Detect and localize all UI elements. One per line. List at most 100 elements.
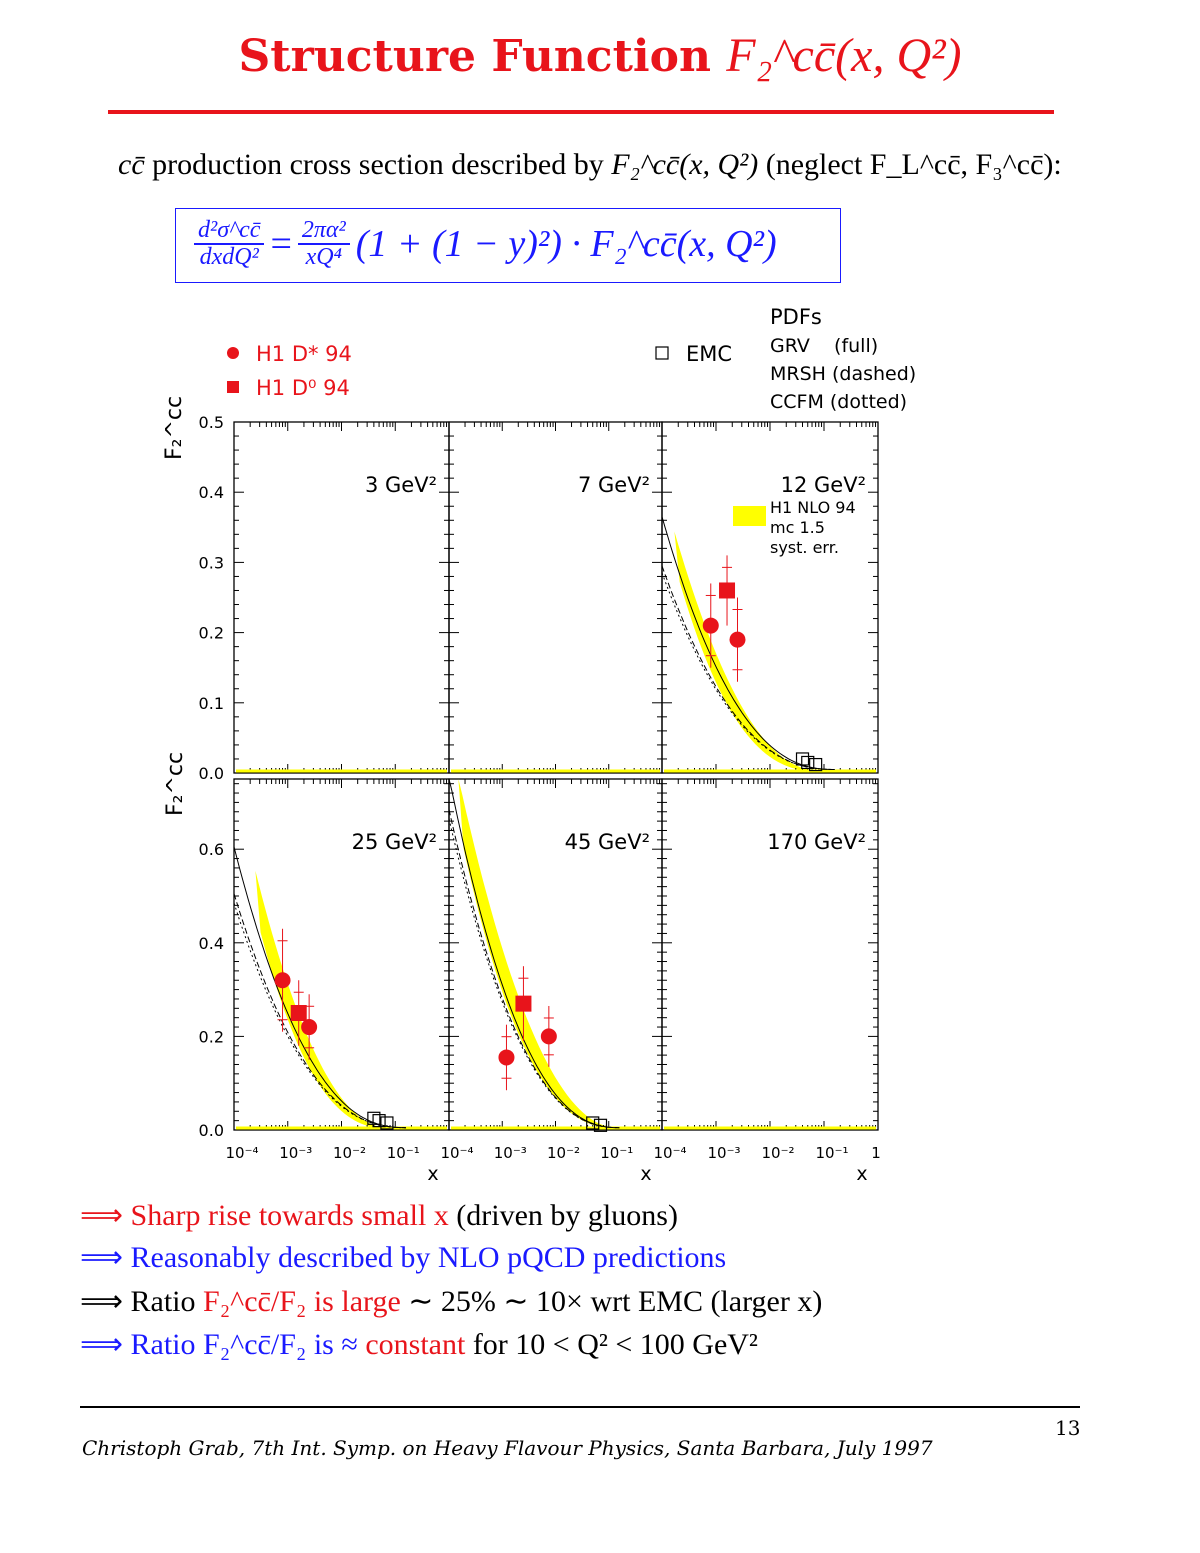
bullet-3-text-b: F₂^cc̄/F₂ is large xyxy=(203,1285,401,1318)
x-axis-title: x xyxy=(640,1163,651,1185)
legend-pdf-entry: CCFM (dotted) xyxy=(770,391,907,413)
panel-5 xyxy=(661,778,879,1131)
y-axis-title-top: F₂^cc xyxy=(162,396,187,460)
formula-rhs-denominator: xQ⁴ xyxy=(305,244,342,271)
bullet-3-text-a: Ratio xyxy=(130,1285,204,1318)
x-axis-title: x xyxy=(856,1163,867,1185)
bullet-2-arrow: ⟹ xyxy=(80,1241,124,1274)
emc-point xyxy=(367,1111,381,1125)
panel-q2-label: 3 GeV² xyxy=(365,473,437,497)
x-tick-label: 10⁻¹ xyxy=(600,1144,633,1162)
intro-text: production cross section described by xyxy=(144,148,612,181)
x-tick-label: 10⁻⁴ xyxy=(440,1144,473,1162)
formula-rhs-rest: (1 + (1 − y)²) · F₂^cc̄(x, Q²) xyxy=(355,223,777,266)
formula-rhs: 2πα² xQ⁴ xyxy=(297,217,350,271)
page-number: 13 xyxy=(1055,1416,1081,1440)
y-tick-label: 0.0 xyxy=(199,764,224,783)
ccfm-curve xyxy=(661,572,835,770)
y-tick-label: 0.2 xyxy=(199,1027,224,1046)
x-tick-label: 10⁻² xyxy=(333,1144,366,1162)
legend-emc-label: EMC xyxy=(686,342,732,366)
bullet-3-arrow: ⟹ xyxy=(80,1285,124,1318)
dstar-point xyxy=(498,1049,515,1066)
formula-lhs: d²σ^cc̄ dxdQ² xyxy=(194,217,265,271)
y-tick-label: 0.0 xyxy=(199,1121,224,1140)
formula-rhs-numerator: 2πα² xyxy=(297,217,350,246)
formula-lhs-numerator: d²σ^cc̄ xyxy=(194,217,265,246)
bullet-1: ⟹ Sharp rise towards small x (driven by … xyxy=(80,1198,678,1233)
ccfm-curve xyxy=(448,818,620,1129)
emc-point xyxy=(809,757,823,772)
bullet-4-text-b: constant xyxy=(365,1328,466,1361)
legend-emc-marker xyxy=(655,346,669,360)
panel-0 xyxy=(233,421,450,774)
panel-q2-label: 25 GeV² xyxy=(352,830,437,854)
x-tick-label: 10⁻² xyxy=(761,1144,794,1162)
panel-q2-label: 12 GeV² xyxy=(781,473,866,497)
mrsh-curve xyxy=(233,893,407,1129)
legend-band-label: H1 NLO 94 xyxy=(770,498,856,517)
emc-point xyxy=(372,1114,386,1128)
y-tick-label: 0.5 xyxy=(199,413,224,432)
legend-band-label: syst. err. xyxy=(770,538,839,557)
x-tick-label: 10⁻¹ xyxy=(387,1144,420,1162)
bullet-2: ⟹ Reasonably described by NLO pQCD predi… xyxy=(80,1240,726,1275)
formula-box xyxy=(175,208,841,283)
legend-d0-label: H1 D⁰ 94 xyxy=(256,376,350,400)
x-tick-label: 10⁻² xyxy=(547,1144,580,1162)
nlo-band xyxy=(255,870,396,1130)
dstar-point xyxy=(540,1028,557,1045)
bullet-1-text-b: (driven by gluons) xyxy=(448,1199,678,1232)
panel-q2-label: 7 GeV² xyxy=(578,473,650,497)
panel-3 xyxy=(233,778,450,1131)
d0-point xyxy=(719,582,736,599)
emc-point xyxy=(380,1116,394,1130)
legend-band-label: mc 1.5 xyxy=(770,518,825,537)
bullet-4: ⟹ Ratio F₂^cc̄/F₂ is ≈ constant for 10 <… xyxy=(80,1327,758,1362)
formula-equals: = xyxy=(270,223,292,266)
panel-q2-label: 170 GeV² xyxy=(767,830,866,854)
bullet-1-arrow: ⟹ xyxy=(80,1199,124,1232)
bullet-4-arrow: ⟹ xyxy=(80,1328,124,1361)
bullet-2-text: Reasonably described by NLO pQCD predict… xyxy=(130,1241,727,1274)
x-tick-label: 10⁻⁴ xyxy=(225,1144,258,1162)
x-tick-label: 10⁻⁴ xyxy=(653,1144,686,1162)
dstar-point xyxy=(301,1019,318,1036)
emc-point xyxy=(593,1118,608,1132)
panel-2 xyxy=(661,421,879,774)
bullet-3-text-c: ∼ 25% ∼ 10× wrt EMC (larger x) xyxy=(400,1285,823,1318)
emc-point xyxy=(795,752,810,766)
d0-point xyxy=(290,1005,307,1021)
legend-pdf-entry: GRV (full) xyxy=(770,335,878,357)
y-tick-label: 0.4 xyxy=(199,483,224,502)
intro-prefix: cc̄ xyxy=(118,148,145,181)
y-axis-title-bottom: F₂^cc xyxy=(163,752,188,816)
bullet-4-text-c: for 10 < Q² < 100 GeV² xyxy=(465,1328,758,1361)
intro-f2: F₂^cc̄(x, Q²) xyxy=(611,148,759,181)
legend-d0-marker xyxy=(227,381,239,393)
bullet-1-text-a: Sharp rise towards small x xyxy=(130,1199,449,1232)
emc-point xyxy=(801,755,815,770)
cross-section-formula: d²σ^cc̄ dxdQ² = 2πα² xQ⁴ (1 + (1 − y)²) … xyxy=(194,217,777,271)
grv-curve xyxy=(661,516,835,770)
intro-neglect: (neglect F_L^cc̄, F₃^cc̄): xyxy=(758,148,1062,181)
dstar-point xyxy=(702,617,719,634)
title-text: Structure Function xyxy=(238,31,711,82)
page-title: Structure Function F₂^cc̄(x, Q²) xyxy=(0,28,1200,83)
footer-rule xyxy=(80,1406,1080,1408)
nlo-band xyxy=(458,779,625,1130)
x-tick-label: 1 xyxy=(871,1144,881,1162)
y-tick-label: 0.2 xyxy=(199,624,224,643)
y-tick-label: 0.4 xyxy=(199,934,224,953)
x-axis-title: x xyxy=(427,1163,438,1185)
title-underline xyxy=(108,110,1054,114)
formula-lhs-denominator: dxdQ² xyxy=(199,244,259,271)
y-tick-label: 0.6 xyxy=(199,840,224,859)
y-tick-label: 0.1 xyxy=(199,694,224,713)
intro-line: cc̄ production cross section described b… xyxy=(118,148,1062,182)
x-tick-label: 10⁻¹ xyxy=(815,1144,848,1162)
x-tick-label: 10⁻³ xyxy=(279,1144,312,1162)
title-math: F₂^cc̄(x, Q²) xyxy=(726,29,962,82)
legend-pdf-entry: MRSH (dashed) xyxy=(770,363,916,385)
